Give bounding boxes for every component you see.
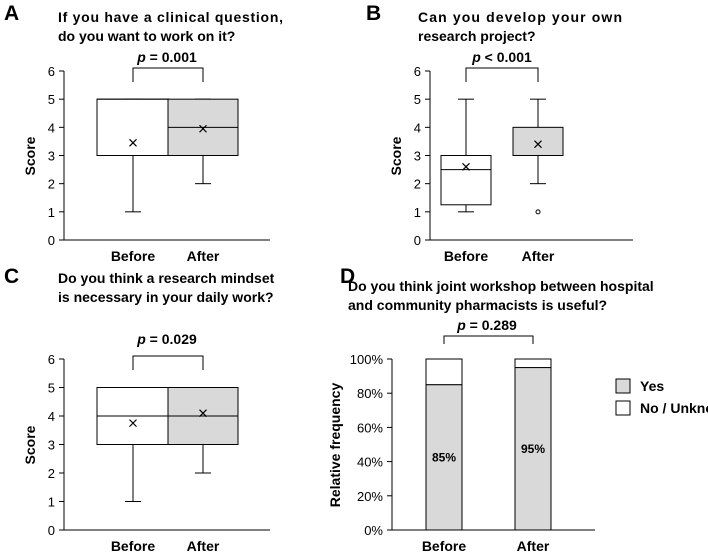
y-tick-label: 6 — [48, 64, 55, 79]
x-category-label: Before — [422, 538, 467, 552]
box-iqr — [512, 126, 564, 157]
legend-swatch — [615, 378, 631, 394]
y-tick-label: 1 — [48, 495, 55, 510]
panel-title-line: research project? — [418, 28, 536, 44]
x-category-label: Before — [444, 248, 489, 264]
significance-bracket — [132, 67, 204, 82]
p-value-text: = 0.289 — [466, 317, 517, 333]
y-tick-label: 0 — [48, 523, 55, 538]
y-axis-label: Relative frequency — [327, 383, 343, 508]
significance-bracket — [465, 67, 539, 82]
y-tick-label: 20% — [357, 489, 383, 504]
bar-segment-yes — [514, 367, 552, 531]
panel-label: A — [4, 2, 19, 25]
p-value-label: p = 0.289 — [456, 317, 517, 333]
mean-marker — [534, 140, 542, 149]
y-tick-label: 4 — [414, 120, 421, 135]
panel-B: B Can you develop your own research projec… — [366, 2, 633, 264]
y-tick-label: 5 — [414, 92, 421, 107]
mean-marker — [199, 409, 207, 418]
x-category-label: After — [187, 248, 220, 264]
y-tick-label: 6 — [48, 352, 55, 367]
y-tick-label: 100% — [350, 352, 384, 367]
y-tick-label: 2 — [48, 466, 55, 481]
legend-label: Yes — [640, 378, 664, 394]
outlier-point — [535, 209, 541, 215]
p-value-symbol: p — [456, 317, 466, 333]
panel-title-line: Can you develop your own — [418, 9, 622, 25]
y-tick-label: 3 — [48, 438, 55, 453]
y-tick-label: 6 — [414, 64, 421, 79]
significance-bracket — [443, 335, 534, 344]
x-category-label: After — [187, 538, 220, 552]
y-tick-label: 1 — [48, 205, 55, 220]
panel-title-line: is necessary in your daily work? — [58, 289, 274, 305]
box-after — [512, 98, 564, 215]
y-tick-label: 5 — [48, 92, 55, 107]
bar-segment-no-unknown — [514, 358, 552, 369]
p-value-label: p = 0.001 — [136, 49, 197, 65]
box-after — [167, 387, 239, 474]
box-iqr — [440, 155, 492, 206]
panel-A: A If you have a clinical question, do you … — [4, 2, 283, 264]
y-tick-label: 2 — [48, 177, 55, 192]
y-axis-label: Score — [22, 425, 38, 464]
x-category-label: After — [517, 538, 550, 552]
panel-title-line: Do you think a research mindset — [58, 270, 275, 286]
y-tick-label: 2 — [414, 177, 421, 192]
bar-data-label: 95% — [521, 442, 545, 456]
box-iqr — [96, 98, 170, 156]
bar-segment-yes — [425, 384, 463, 531]
y-tick-label: 3 — [48, 149, 55, 164]
panel-title-line: Do you think joint workshop between hosp… — [348, 278, 654, 294]
panel-title-line: do you want to work on it? — [58, 28, 235, 44]
legend-label: No / Unknown — [640, 400, 708, 416]
panel-title-line: and community pharmacists is useful? — [348, 297, 607, 313]
p-value-symbol: p — [471, 49, 481, 65]
panel-label: C — [4, 265, 19, 288]
y-axis-label: Score — [22, 136, 38, 175]
box-after — [167, 98, 239, 185]
p-value-label: p < 0.001 — [471, 49, 532, 65]
y-tick-label: 40% — [357, 455, 383, 470]
legend-swatch — [615, 400, 631, 416]
box-before — [96, 387, 170, 502]
legend: Yes No / Unknown — [615, 378, 708, 416]
p-value-symbol: p — [136, 49, 146, 65]
y-tick-label: 0 — [414, 233, 421, 248]
x-category-label: Before — [111, 538, 156, 552]
mean-marker — [129, 138, 137, 147]
y-tick-label: 4 — [48, 120, 55, 135]
p-value-label: p = 0.029 — [136, 331, 197, 347]
panel-C: C Do you think a research mindset is neces… — [4, 265, 275, 552]
panel-title-line: If you have a clinical question, — [58, 9, 283, 25]
y-tick-label: 80% — [357, 386, 383, 401]
bar-segment-no-unknown — [425, 358, 463, 386]
p-value-symbol: p — [136, 331, 146, 347]
y-axis-label: Score — [388, 136, 404, 175]
panel-label: D — [340, 265, 355, 288]
mean-marker — [199, 124, 207, 133]
bar-data-label: 85% — [432, 450, 456, 464]
mean-marker — [462, 162, 470, 171]
box-before — [96, 98, 170, 213]
mean-marker — [129, 419, 137, 428]
y-tick-label: 1 — [414, 205, 421, 220]
panel-D: DDo you think joint workshop between hos… — [327, 265, 708, 552]
y-tick-label: 5 — [48, 381, 55, 396]
p-value-text: = 0.001 — [146, 49, 197, 65]
x-category-label: Before — [111, 248, 156, 264]
y-tick-label: 4 — [48, 409, 55, 424]
y-tick-label: 0 — [48, 233, 55, 248]
p-value-text: < 0.001 — [481, 49, 532, 65]
x-category-label: After — [522, 248, 555, 264]
significance-bracket — [132, 355, 204, 370]
box-before — [440, 98, 492, 213]
y-tick-label: 60% — [357, 420, 383, 435]
panel-label: B — [366, 2, 381, 25]
y-tick-label: 0% — [364, 523, 383, 538]
p-value-text: = 0.029 — [146, 331, 197, 347]
y-tick-label: 3 — [414, 149, 421, 164]
